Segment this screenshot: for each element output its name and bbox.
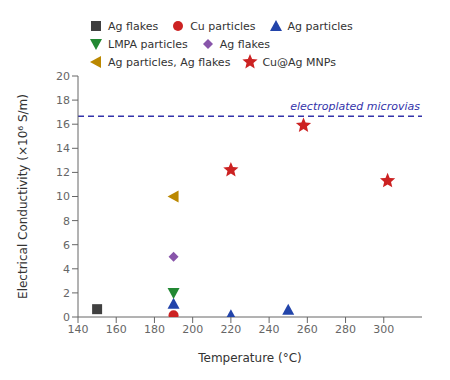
svg-text:140: 140 <box>68 323 89 336</box>
html-text:Ag particles, Ag flakes: Ag particles, Ag flakes <box>108 55 231 69</box>
svg-text:260: 260 <box>297 323 318 336</box>
svg-text:10: 10 <box>56 190 70 203</box>
svg-text:240: 240 <box>259 323 280 336</box>
svg-text:180: 180 <box>144 323 165 336</box>
svg-text:160: 160 <box>106 323 127 336</box>
svg-text:0: 0 <box>63 311 70 324</box>
svg-text:4: 4 <box>63 263 70 276</box>
svg-text:18: 18 <box>56 94 70 107</box>
svg-text:12: 12 <box>56 166 70 179</box>
svg-text:280: 280 <box>335 323 356 336</box>
svg-text:200: 200 <box>182 323 203 336</box>
svg-text:14: 14 <box>56 142 70 155</box>
svg-text:Electrical Conductivity (×10⁶: Electrical Conductivity (×10⁶ S/m) <box>16 94 30 299</box>
html-text:Cu particles: Cu particles <box>190 19 256 33</box>
html-text:Ag flakes: Ag flakes <box>108 19 159 33</box>
html-text:Ag particles: Ag particles <box>287 19 353 33</box>
svg-text:16: 16 <box>56 118 70 131</box>
svg-text:20: 20 <box>56 70 70 83</box>
html-text:LMPA particles: LMPA particles <box>108 37 188 51</box>
html-text:Cu@Ag MNPs: Cu@Ag MNPs <box>262 55 336 69</box>
svg-text:2: 2 <box>63 287 70 300</box>
svg-text:220: 220 <box>220 323 241 336</box>
svg-text:8: 8 <box>63 215 70 228</box>
svg-text:Temperature (°C): Temperature (°C) <box>197 351 302 365</box>
svg-text:300: 300 <box>373 323 394 336</box>
svg-text:6: 6 <box>63 239 70 252</box>
svg-text:electroplated microvias: electroplated microvias <box>290 100 420 113</box>
html-text:Ag flakes: Ag flakes <box>219 37 270 51</box>
